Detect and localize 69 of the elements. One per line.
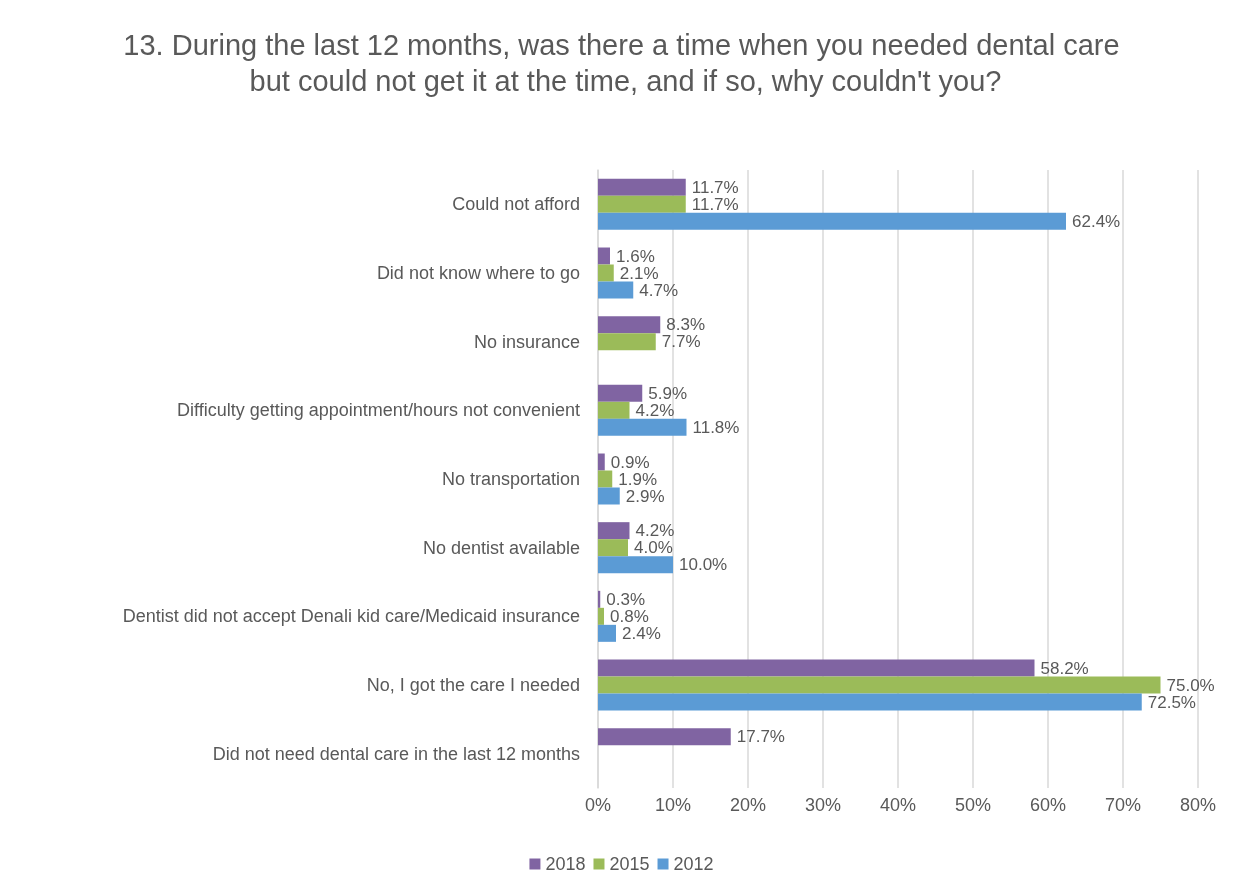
data-label: 2.4% <box>622 623 661 643</box>
data-label: 7.7% <box>661 332 701 352</box>
data-label: 62.4% <box>1072 211 1121 231</box>
data-label: 8.3% <box>666 315 705 335</box>
y-tick-label: Did not need dental care in the last 12 months <box>212 743 580 764</box>
x-tick-label: 0% <box>584 795 612 815</box>
data-label: 0.8% <box>610 606 649 626</box>
x-tick-label: 30% <box>804 795 842 815</box>
bar <box>598 195 686 213</box>
bar <box>598 728 731 746</box>
x-tick-label: 50% <box>954 795 992 815</box>
bar <box>598 401 630 419</box>
data-label: 11.7% <box>691 177 739 197</box>
data-label: 72.5% <box>1147 692 1196 712</box>
bar <box>598 264 614 282</box>
x-tick-label: 40% <box>879 795 917 815</box>
bar <box>598 607 604 625</box>
bar <box>598 178 686 196</box>
y-tick-label: No, I got the care I needed <box>366 675 580 695</box>
y-tick-label: No insurance <box>473 331 580 352</box>
bar <box>598 693 1142 711</box>
bar <box>598 316 661 334</box>
x-tick-label: 20% <box>729 795 767 815</box>
chart-title: 13. During the last 12 months, was there a time when you needed dental care but could not get it at the time, and if so, why couldn't you? <box>123 29 1120 97</box>
y-tick-label: No dentist available <box>422 537 580 558</box>
bar <box>598 556 673 574</box>
bar <box>598 212 1066 230</box>
bar <box>598 676 1161 694</box>
y-tick-label: Dentist did not accept Denali kid care/Medicaid insurance <box>122 606 580 627</box>
bar <box>598 333 656 351</box>
x-tick-label: 80% <box>1179 795 1217 815</box>
x-tick-label: 60% <box>1029 795 1067 815</box>
legend-label: 2012 <box>673 854 714 874</box>
bar <box>598 659 1035 677</box>
data-label: 4.2% <box>635 400 675 420</box>
data-label: 2.9% <box>625 486 665 506</box>
data-label: 1.9% <box>618 469 657 489</box>
data-label: 1.6% <box>616 246 655 266</box>
bar <box>598 522 630 540</box>
data-label: 4.7% <box>639 280 678 300</box>
data-label: 2.1% <box>619 263 659 283</box>
data-label: 17.7% <box>736 727 785 747</box>
bar <box>598 281 634 299</box>
data-label: 4.0% <box>634 538 673 558</box>
bar <box>598 470 613 488</box>
y-tick-label: No transportation <box>441 469 580 489</box>
bar <box>598 247 610 265</box>
bar <box>598 624 616 642</box>
data-label: 58.2% <box>1040 658 1089 678</box>
legend-label: 2015 <box>609 854 650 874</box>
y-tick-label: Difficulty getting appointment/hours not convenient <box>177 400 580 421</box>
bar <box>598 384 643 402</box>
x-tick-label: 10% <box>654 795 692 815</box>
legend-label: 2018 <box>545 854 586 874</box>
data-label: 75.0% <box>1166 675 1215 695</box>
x-tick-label: 70% <box>1104 795 1142 815</box>
data-label: 5.9% <box>648 383 687 403</box>
bar <box>598 453 605 471</box>
bar <box>598 539 628 557</box>
data-label: 11.8% <box>692 417 740 437</box>
y-tick-label: Could not afford <box>452 194 580 215</box>
data-label: 0.3% <box>606 589 645 609</box>
data-label: 0.9% <box>610 452 650 472</box>
data-label: 11.7% <box>691 194 739 214</box>
bar <box>598 487 620 505</box>
data-label: 4.2% <box>635 521 675 541</box>
data-label: 10.0% <box>679 555 728 575</box>
y-tick-label: Did not know where to go <box>376 263 580 283</box>
bar <box>598 418 687 436</box>
